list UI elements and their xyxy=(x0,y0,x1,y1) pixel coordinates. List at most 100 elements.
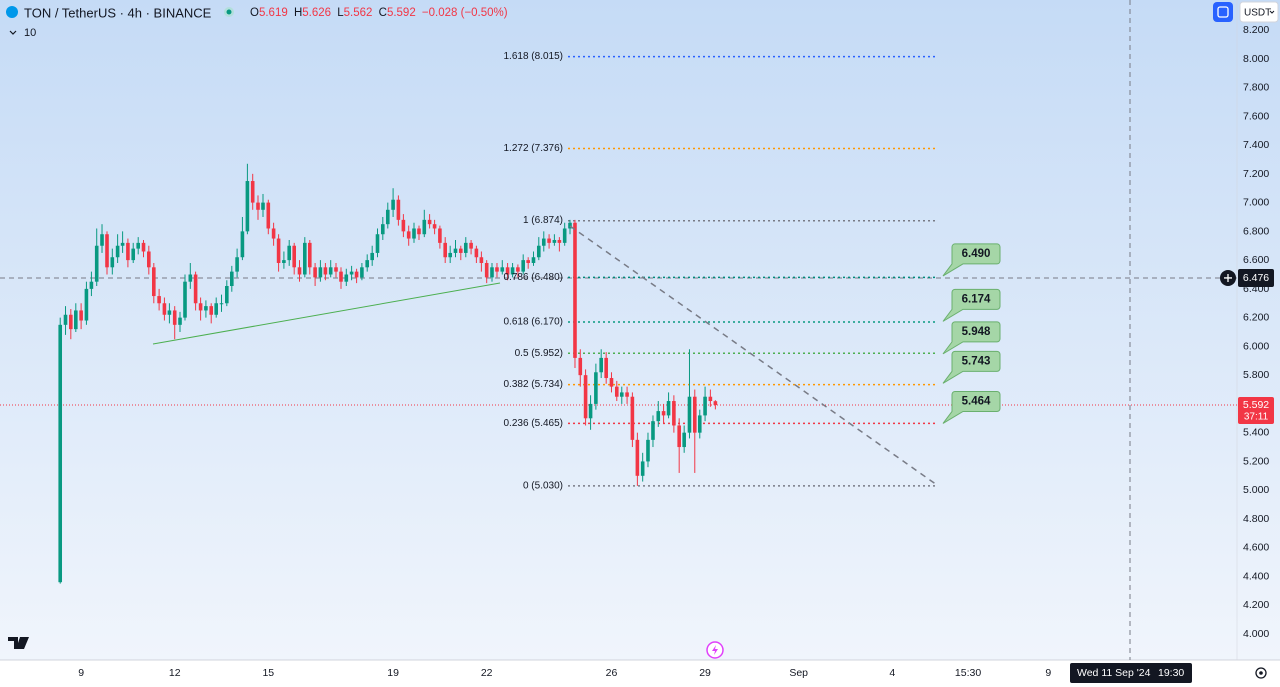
candle-body xyxy=(599,357,603,373)
candle-body xyxy=(692,396,697,433)
target-callout xyxy=(942,288,1001,322)
candle-body xyxy=(666,401,671,416)
candle-body xyxy=(536,245,541,258)
indicator-count[interactable]: 10 xyxy=(24,27,36,39)
candle-body xyxy=(458,248,463,253)
settings-icon xyxy=(1259,671,1263,675)
candle-body xyxy=(385,209,390,225)
y-tick-label: 5.200 xyxy=(1243,455,1269,467)
price-tag xyxy=(1238,397,1274,425)
candle-body xyxy=(162,303,167,315)
currency-button[interactable] xyxy=(1239,1,1279,23)
candle-body xyxy=(219,303,224,305)
flash-icon xyxy=(712,645,718,655)
candle-body xyxy=(100,234,104,246)
ohlc-value: 5.626 xyxy=(302,7,331,19)
candle-body xyxy=(167,310,172,315)
crosshair-date: Wed 11 Sep '24 xyxy=(1077,667,1151,679)
candle-body xyxy=(661,411,666,416)
candle-body xyxy=(375,234,380,253)
candle-body xyxy=(713,401,718,406)
y-tick-label: 4.400 xyxy=(1243,570,1269,582)
fib-label: 1 (6.874) xyxy=(523,215,563,226)
time-axis-bg xyxy=(0,660,1280,687)
candle-body xyxy=(495,267,499,272)
dropdown-icon xyxy=(1269,10,1275,14)
candle-body xyxy=(438,228,442,243)
ohlc-value: 5.619 xyxy=(259,7,288,19)
candle-body xyxy=(250,181,255,203)
y-tick-label: 6.200 xyxy=(1243,312,1269,324)
collapse-icon[interactable] xyxy=(9,30,17,35)
fib-label: 0.618 (6.170) xyxy=(504,316,564,327)
candle-body xyxy=(682,432,686,448)
candle-body xyxy=(344,274,349,282)
y-tick-label: 7.000 xyxy=(1243,197,1269,209)
candle-body xyxy=(214,303,219,315)
candle-body xyxy=(583,375,588,419)
y-tick-label: 6.600 xyxy=(1243,254,1269,266)
candle-body xyxy=(484,262,489,278)
trend-line xyxy=(152,282,501,345)
candle-body xyxy=(474,248,479,258)
candle-body xyxy=(651,421,655,440)
candle-body xyxy=(110,257,115,268)
candle-body xyxy=(406,231,411,239)
tv-logo[interactable] xyxy=(8,637,29,649)
x-tick-label: 29 xyxy=(699,667,711,679)
candle-body xyxy=(240,231,245,258)
candle-body xyxy=(547,238,551,243)
x-tick-label: 19 xyxy=(387,667,399,679)
candle-body xyxy=(349,271,354,275)
ohlc: O5.619 H5.626 L5.562 C5.592 −0.028 (−0.5… xyxy=(250,7,508,19)
candle-body xyxy=(365,260,370,268)
candle-body xyxy=(266,202,271,229)
candle-body xyxy=(604,357,608,379)
candle-body xyxy=(443,242,447,258)
settings-button[interactable] xyxy=(1255,667,1267,679)
candle-body xyxy=(334,267,338,272)
candle-body xyxy=(427,219,432,225)
candle-body xyxy=(625,392,629,397)
x-tick-label: 12 xyxy=(169,667,181,679)
candle-body xyxy=(230,271,234,286)
target-label: 6.490 xyxy=(962,248,991,260)
add-alert-icon xyxy=(1224,273,1232,282)
sync-button[interactable] xyxy=(1213,2,1233,22)
candle-body xyxy=(697,415,702,433)
candle-body xyxy=(640,461,645,476)
candle-body xyxy=(396,199,401,220)
candle-body xyxy=(703,396,707,416)
candle-body xyxy=(292,245,296,268)
y-tick-label: 8.000 xyxy=(1243,53,1269,65)
candle-body xyxy=(708,396,713,402)
candle-body xyxy=(178,317,182,325)
candle-body xyxy=(531,257,536,263)
candle-body xyxy=(276,238,281,263)
candle-body xyxy=(323,267,328,275)
candle-body xyxy=(256,202,260,210)
y-tick-label: 4.600 xyxy=(1243,542,1269,554)
candle-body xyxy=(79,310,83,321)
candle-body xyxy=(261,202,265,210)
symbol-title[interactable]: TON / TetherUS · 4h · BINANCE xyxy=(24,6,212,21)
candle-body xyxy=(417,228,421,235)
currency-label: USDT xyxy=(1244,8,1271,19)
target-callout xyxy=(942,390,1001,424)
candle-body xyxy=(318,267,323,278)
crosshair-time: 19:30 xyxy=(1158,667,1184,679)
x-tick-label: Sep xyxy=(789,667,808,679)
x-tick-label: 9 xyxy=(1045,667,1051,679)
candle-body xyxy=(303,242,307,275)
candle-body xyxy=(557,239,562,243)
y-tick-label: 6.800 xyxy=(1243,225,1269,237)
candle-body xyxy=(505,267,510,275)
fib-label: 0 (5.030) xyxy=(523,480,563,491)
candle-body xyxy=(526,260,530,263)
candle-body xyxy=(152,267,156,297)
x-tick-label: 9 xyxy=(78,667,84,679)
candle-body xyxy=(412,228,416,239)
